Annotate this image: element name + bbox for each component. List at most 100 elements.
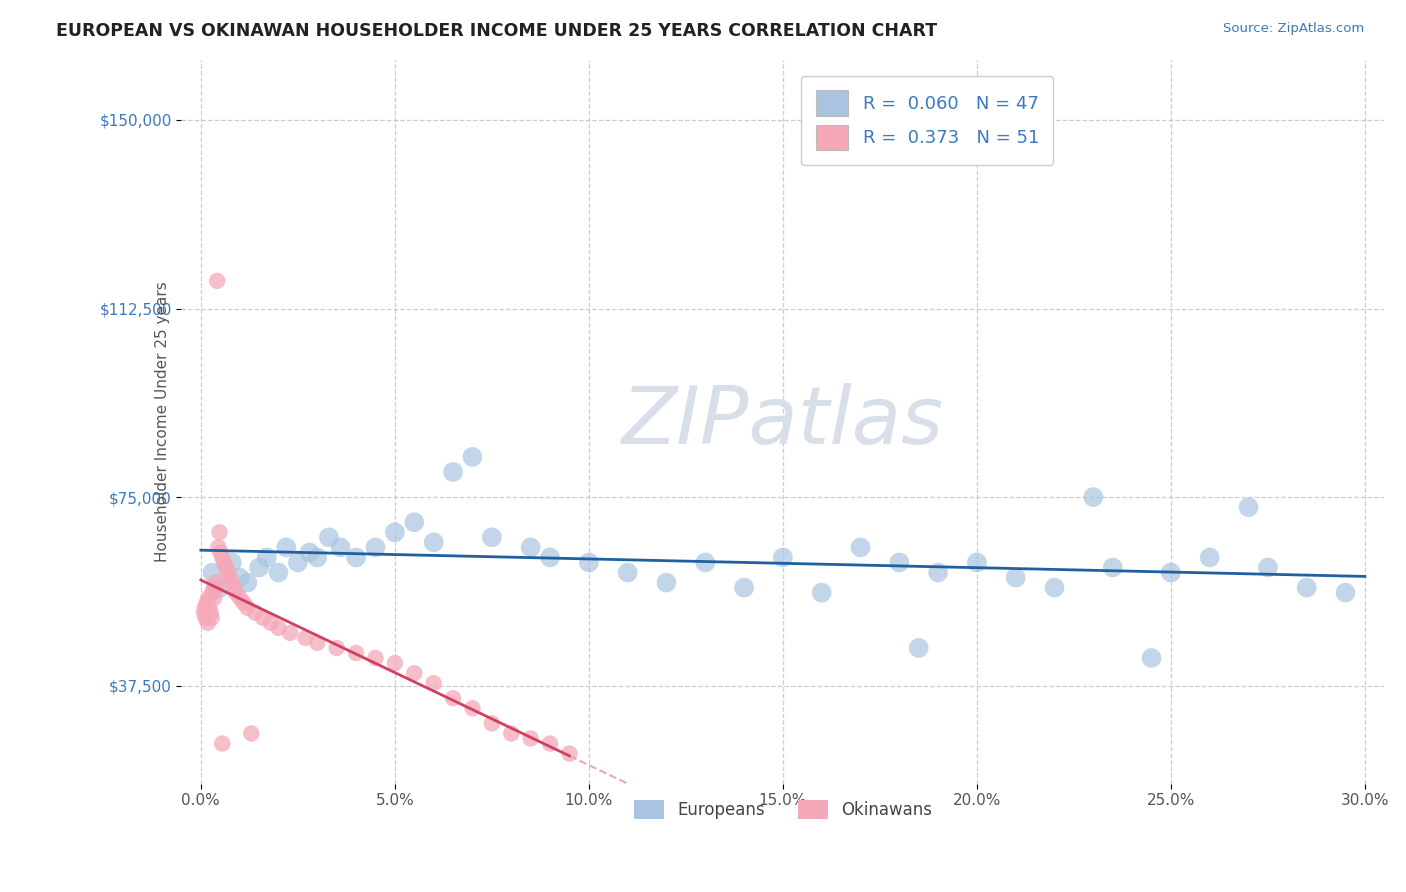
Point <box>256 550 278 565</box>
Point <box>578 556 600 570</box>
Point <box>1198 550 1220 565</box>
Point <box>404 515 426 529</box>
Point <box>197 615 219 630</box>
Point <box>228 591 250 605</box>
Point <box>1083 490 1105 504</box>
Point <box>278 625 301 640</box>
Point <box>481 716 503 731</box>
Point <box>1237 500 1260 515</box>
Point <box>211 550 233 565</box>
Point <box>329 541 352 555</box>
Point <box>404 666 426 681</box>
Point <box>287 556 309 570</box>
Text: ZIPatlas: ZIPatlas <box>621 383 943 460</box>
Point <box>267 566 290 580</box>
Point <box>205 274 228 288</box>
Point <box>655 575 678 590</box>
Point <box>422 676 444 690</box>
Point <box>267 621 290 635</box>
Point <box>481 530 503 544</box>
Point <box>201 585 224 599</box>
Point <box>849 541 872 555</box>
Point <box>225 585 247 599</box>
Point <box>221 556 243 570</box>
Point <box>307 550 329 565</box>
Point <box>1160 566 1182 580</box>
Point <box>201 566 224 580</box>
Point <box>205 581 228 595</box>
Point <box>441 691 464 706</box>
Point <box>211 737 233 751</box>
Point <box>215 560 238 574</box>
Text: Source: ZipAtlas.com: Source: ZipAtlas.com <box>1223 22 1364 36</box>
Point <box>209 545 232 559</box>
Point <box>202 581 225 595</box>
Point <box>461 450 484 464</box>
Point <box>240 726 263 740</box>
Point <box>1140 651 1163 665</box>
Point <box>1101 560 1123 574</box>
Point <box>1004 570 1026 584</box>
Point <box>1257 560 1279 574</box>
Point <box>294 631 316 645</box>
Point <box>519 541 541 555</box>
Point <box>228 570 250 584</box>
Point <box>209 581 232 595</box>
Point <box>243 606 266 620</box>
Point <box>298 545 321 559</box>
Point <box>200 606 222 620</box>
Point <box>1295 581 1317 595</box>
Point <box>810 585 832 599</box>
Point <box>195 596 218 610</box>
Text: EUROPEAN VS OKINAWAN HOUSEHOLDER INCOME UNDER 25 YEARS CORRELATION CHART: EUROPEAN VS OKINAWAN HOUSEHOLDER INCOME … <box>56 22 938 40</box>
Point <box>441 465 464 479</box>
Point <box>1334 585 1357 599</box>
Point <box>221 575 243 590</box>
Point <box>519 731 541 746</box>
Point <box>318 530 340 544</box>
Point <box>422 535 444 549</box>
Point <box>558 747 581 761</box>
Point <box>616 566 638 580</box>
Point <box>344 550 367 565</box>
Legend: Europeans, Okinawans: Europeans, Okinawans <box>627 794 939 826</box>
Point <box>208 525 231 540</box>
Point <box>207 541 229 555</box>
Point <box>194 600 217 615</box>
Point <box>384 525 406 540</box>
Point <box>219 570 242 584</box>
Point <box>384 656 406 670</box>
Point <box>252 611 274 625</box>
Point <box>232 596 254 610</box>
Point <box>325 640 347 655</box>
Point <box>276 541 298 555</box>
Point <box>236 575 259 590</box>
Point <box>197 591 219 605</box>
Point <box>247 560 270 574</box>
Point <box>217 566 239 580</box>
Point <box>461 701 484 715</box>
Point <box>772 550 794 565</box>
Point <box>307 636 329 650</box>
Point <box>236 600 259 615</box>
Point <box>204 575 226 590</box>
Point <box>364 651 387 665</box>
Point <box>198 600 221 615</box>
Point <box>907 640 929 655</box>
Point <box>695 556 717 570</box>
Point <box>212 556 235 570</box>
Point <box>194 611 217 625</box>
Point <box>889 556 911 570</box>
Point <box>966 556 988 570</box>
Point <box>222 581 245 595</box>
Point <box>201 611 224 625</box>
Point <box>204 591 226 605</box>
Point <box>344 646 367 660</box>
Point <box>538 737 561 751</box>
Point <box>501 726 523 740</box>
Point <box>260 615 283 630</box>
Point <box>193 606 215 620</box>
Y-axis label: Householder Income Under 25 years: Householder Income Under 25 years <box>155 281 170 562</box>
Point <box>927 566 949 580</box>
Point <box>733 581 755 595</box>
